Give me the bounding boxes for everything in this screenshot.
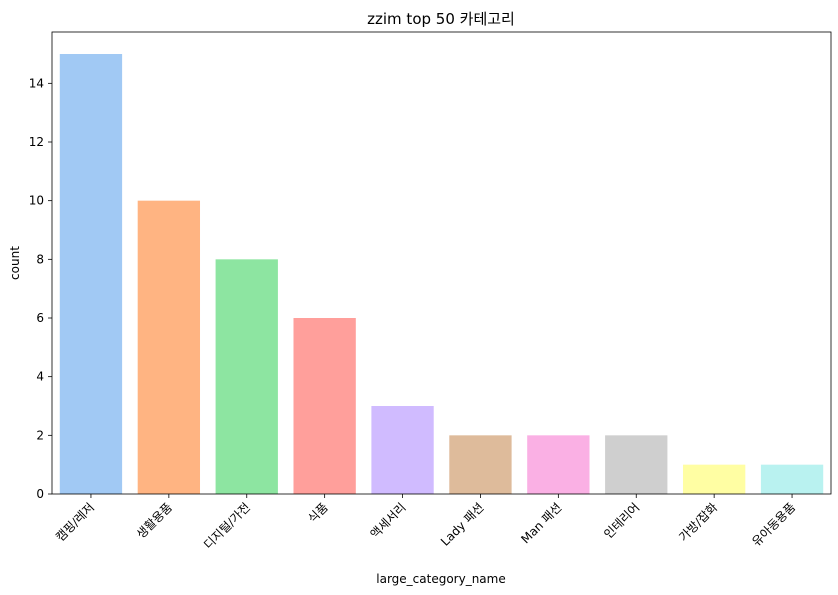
bar bbox=[293, 318, 356, 494]
bar bbox=[59, 54, 123, 494]
y-tick-label: 14 bbox=[29, 76, 44, 90]
x-tick-label: 인테리어 bbox=[601, 500, 642, 541]
y-tick-label: 4 bbox=[36, 370, 44, 384]
y-axis: 0 2 4 6 8 10 12 14 bbox=[29, 76, 52, 501]
bar bbox=[449, 435, 512, 494]
bar bbox=[527, 435, 590, 494]
bar bbox=[605, 435, 668, 494]
y-tick-label: 6 bbox=[36, 311, 44, 325]
x-tick-label: 캠핑/레저 bbox=[53, 500, 97, 544]
y-tick-label: 0 bbox=[36, 487, 44, 501]
x-tick-label: 디지털/가전 bbox=[201, 500, 253, 552]
chart-title: zzim top 50 카테고리 bbox=[367, 10, 515, 28]
x-tick-label: 유아동용품 bbox=[749, 500, 798, 549]
bar bbox=[215, 259, 278, 494]
y-tick-label: 10 bbox=[29, 194, 44, 208]
x-tick-label: Man 패션 bbox=[518, 500, 564, 546]
plot-frame bbox=[51, 31, 832, 495]
x-tick-label: 가방/잡화 bbox=[676, 500, 720, 544]
x-axis-label: large_category_name bbox=[376, 572, 505, 586]
x-tick-label: Lady 패션 bbox=[438, 500, 487, 549]
x-axis: 캠핑/레저 생활용품 디지털/가전 식품 액세서리 Lady 패션 Man 패션 인테리어 가방… bbox=[53, 494, 798, 552]
x-tick-label: 식품 bbox=[305, 500, 331, 526]
bars-group bbox=[59, 54, 824, 494]
y-axis-label: count bbox=[8, 246, 22, 280]
bar bbox=[371, 406, 434, 494]
y-tick-label: 2 bbox=[36, 428, 44, 442]
y-tick-label: 12 bbox=[29, 135, 44, 149]
bar bbox=[682, 464, 746, 494]
bar bbox=[760, 464, 824, 494]
bar bbox=[137, 200, 201, 494]
x-tick-label: 액세서리 bbox=[368, 500, 409, 541]
x-tick-label: 생활용품 bbox=[134, 500, 175, 541]
y-tick-label: 8 bbox=[36, 252, 44, 266]
